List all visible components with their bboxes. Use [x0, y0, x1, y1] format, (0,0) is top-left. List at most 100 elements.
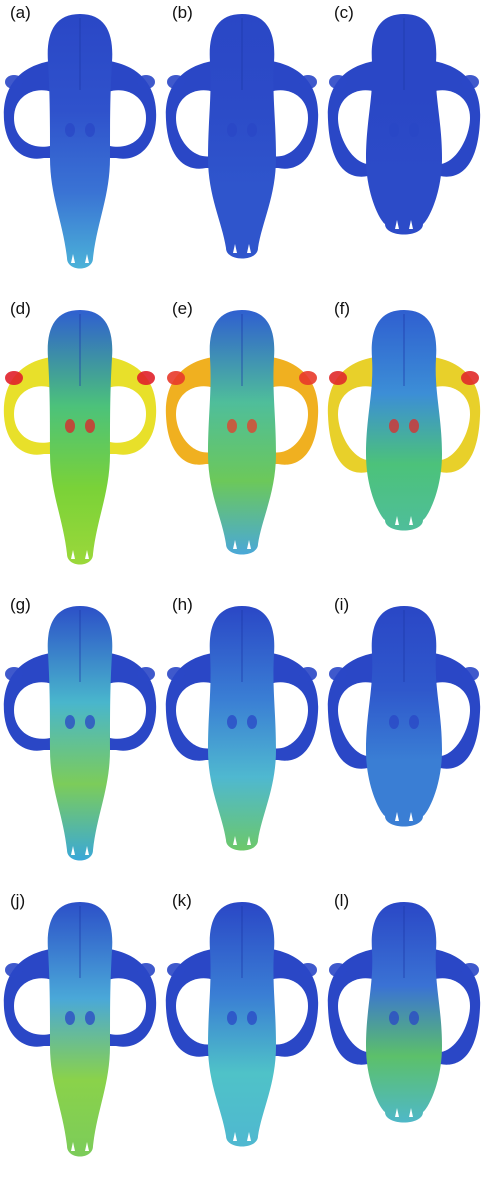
- stress-spot: [329, 75, 347, 89]
- panel-c: (c): [324, 0, 484, 290]
- panel-j: (j): [0, 888, 160, 1178]
- stress-spot: [247, 419, 257, 433]
- stress-spot: [65, 123, 75, 137]
- incisor: [395, 1108, 399, 1117]
- incisor: [71, 550, 75, 559]
- stress-spot: [247, 1011, 257, 1025]
- stress-spot: [5, 963, 23, 977]
- panel-i: (i): [324, 592, 484, 882]
- incisor: [409, 516, 413, 525]
- skull-image: [165, 310, 319, 555]
- stress-spot: [5, 75, 23, 89]
- incisor: [85, 846, 89, 855]
- stress-spot: [85, 715, 95, 729]
- skull-image: [3, 606, 157, 861]
- stress-spot: [409, 715, 419, 729]
- incisor: [409, 1108, 413, 1117]
- incisor: [247, 244, 251, 253]
- incisor: [233, 540, 237, 549]
- skull-body: [47, 902, 113, 1157]
- stress-spot: [389, 123, 399, 137]
- panel-label: (j): [10, 891, 26, 910]
- stress-spot: [85, 123, 95, 137]
- panel-label: (b): [172, 3, 193, 22]
- stress-spot: [85, 1011, 95, 1025]
- skull-image: [3, 310, 157, 565]
- stress-spot: [167, 371, 185, 385]
- panel-k: (k): [162, 888, 322, 1178]
- stress-spot: [461, 371, 479, 385]
- panel-h: (h): [162, 592, 322, 882]
- panel-label: (e): [172, 299, 193, 318]
- stress-spot: [461, 667, 479, 681]
- skull-image: [327, 606, 481, 827]
- skull-body: [366, 14, 442, 235]
- stress-spot: [137, 667, 155, 681]
- stress-spot: [299, 75, 317, 89]
- skull-image: [3, 14, 157, 269]
- incisor: [395, 812, 399, 821]
- incisor: [233, 244, 237, 253]
- stress-spot: [389, 1011, 399, 1025]
- incisor: [71, 1142, 75, 1151]
- panel-d: (d): [0, 296, 160, 586]
- incisor: [247, 1132, 251, 1141]
- incisor: [71, 846, 75, 855]
- stress-spot: [247, 123, 257, 137]
- stress-spot: [137, 963, 155, 977]
- stress-spot: [167, 75, 185, 89]
- right-orbit: [108, 386, 146, 443]
- stress-spot: [227, 1011, 237, 1025]
- skull-image: [165, 902, 319, 1147]
- right-orbit: [108, 978, 146, 1035]
- stress-spot: [409, 1011, 419, 1025]
- skull-image: [165, 14, 319, 259]
- left-orbit: [176, 386, 214, 453]
- panel-label: (a): [10, 3, 31, 22]
- incisor: [247, 540, 251, 549]
- panel-g: (g): [0, 592, 160, 882]
- stress-spot: [227, 419, 237, 433]
- stress-spot: [227, 123, 237, 137]
- incisor: [85, 254, 89, 263]
- incisor: [395, 516, 399, 525]
- stress-spot: [299, 371, 317, 385]
- incisor: [85, 1142, 89, 1151]
- stress-spot: [247, 715, 257, 729]
- skull-image: [327, 902, 481, 1123]
- panel-label: (f): [334, 299, 351, 318]
- skull-body: [47, 14, 113, 269]
- skull-image: [3, 902, 157, 1157]
- stress-spot: [409, 123, 419, 137]
- skull-body: [208, 14, 276, 259]
- left-orbit: [176, 682, 214, 749]
- skull-body: [208, 310, 276, 555]
- panel-f: (f): [324, 296, 484, 586]
- skull-body: [208, 606, 276, 851]
- left-orbit: [14, 90, 52, 147]
- skull-body: [366, 606, 442, 827]
- right-orbit: [270, 978, 308, 1045]
- incisor: [233, 1132, 237, 1141]
- stress-spot: [5, 371, 23, 385]
- stress-spot: [137, 75, 155, 89]
- stress-spot: [461, 963, 479, 977]
- right-orbit: [108, 90, 146, 147]
- skull-body: [47, 310, 113, 565]
- skull-image: [165, 606, 319, 851]
- left-orbit: [176, 90, 214, 157]
- panel-label: (c): [334, 3, 354, 22]
- right-orbit: [270, 682, 308, 749]
- stress-spot: [85, 419, 95, 433]
- left-orbit: [14, 978, 52, 1035]
- skull-image: [327, 14, 481, 235]
- stress-spot: [167, 667, 185, 681]
- panel-a: (a): [0, 0, 160, 290]
- skull-body: [366, 902, 442, 1123]
- panel-label: (i): [334, 595, 350, 614]
- panel-label: (l): [334, 891, 350, 910]
- stress-spot: [65, 1011, 75, 1025]
- right-orbit: [108, 682, 146, 739]
- stress-spot: [65, 419, 75, 433]
